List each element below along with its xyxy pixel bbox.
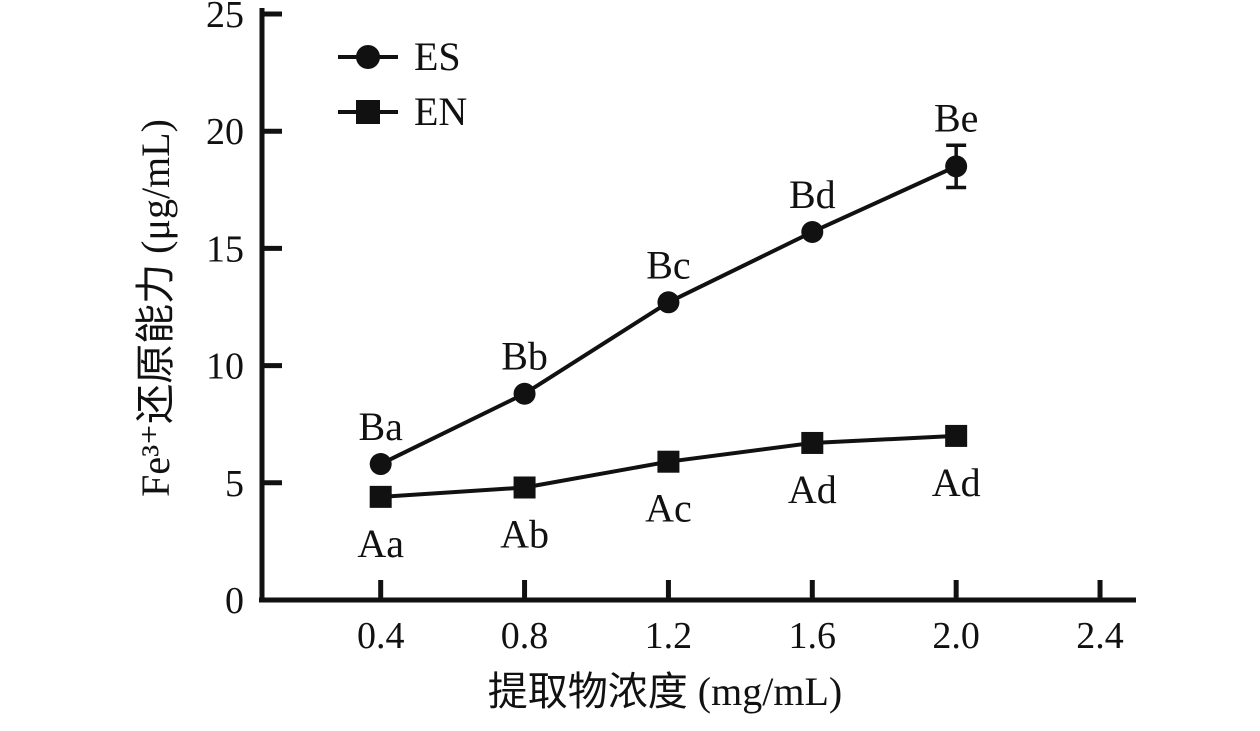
legend-label: ES xyxy=(414,34,461,79)
y-tick-label: 10 xyxy=(206,346,244,388)
x-axis-label: 提取物浓度 (mg/mL) xyxy=(487,669,843,714)
x-tick-label: 0.4 xyxy=(357,615,405,657)
y-tick-label: 0 xyxy=(225,580,244,622)
point-label: Be xyxy=(934,95,978,140)
marker-circle xyxy=(657,291,680,314)
y-tick-label: 5 xyxy=(225,463,244,505)
y-tick-label: 25 xyxy=(206,0,244,36)
marker-circle xyxy=(513,382,536,405)
x-tick-label: 2.0 xyxy=(932,615,980,657)
axes: 0 5 10 15 20 25 0.4 0.8 1.2 1.6 2.0 2.4 xyxy=(206,0,1136,657)
marker-circle xyxy=(801,220,824,243)
legend-marker-square xyxy=(356,100,380,124)
marker-square xyxy=(513,476,536,499)
point-label: Bb xyxy=(501,334,548,379)
marker-square xyxy=(945,424,968,447)
point-label: Ad xyxy=(932,460,981,505)
series-EN: Aa Ab Ac Ad Ad xyxy=(357,424,981,566)
point-label: Ab xyxy=(500,511,549,556)
marker-circle xyxy=(945,155,968,178)
x-tick-label: 1.6 xyxy=(789,615,837,657)
series-line-ES xyxy=(379,164,957,466)
x-tick-label: 2.4 xyxy=(1076,615,1124,657)
point-label: Aa xyxy=(357,521,404,566)
y-tick-label: 20 xyxy=(206,111,244,153)
marker-square xyxy=(657,450,680,473)
y-tick-label: 15 xyxy=(206,228,244,270)
x-tick-label: 1.2 xyxy=(645,615,693,657)
marker-square xyxy=(801,431,824,454)
point-label: Bd xyxy=(789,172,836,217)
marker-circle xyxy=(369,453,392,476)
legend: ES EN xyxy=(338,34,467,134)
series-ES: Ba Bb Bc Bd Be xyxy=(358,95,978,476)
legend-marker-circle xyxy=(356,45,380,69)
point-label: Ad xyxy=(788,467,837,512)
legend-label: EN xyxy=(414,89,467,134)
y-axis-label: Fe³⁺还原能力 (μg/mL) xyxy=(133,119,178,497)
point-label: Ba xyxy=(358,404,403,449)
point-label: Ac xyxy=(645,486,692,531)
point-label: Bc xyxy=(646,242,690,287)
x-tick-label: 0.8 xyxy=(501,615,549,657)
marker-square xyxy=(369,485,392,508)
